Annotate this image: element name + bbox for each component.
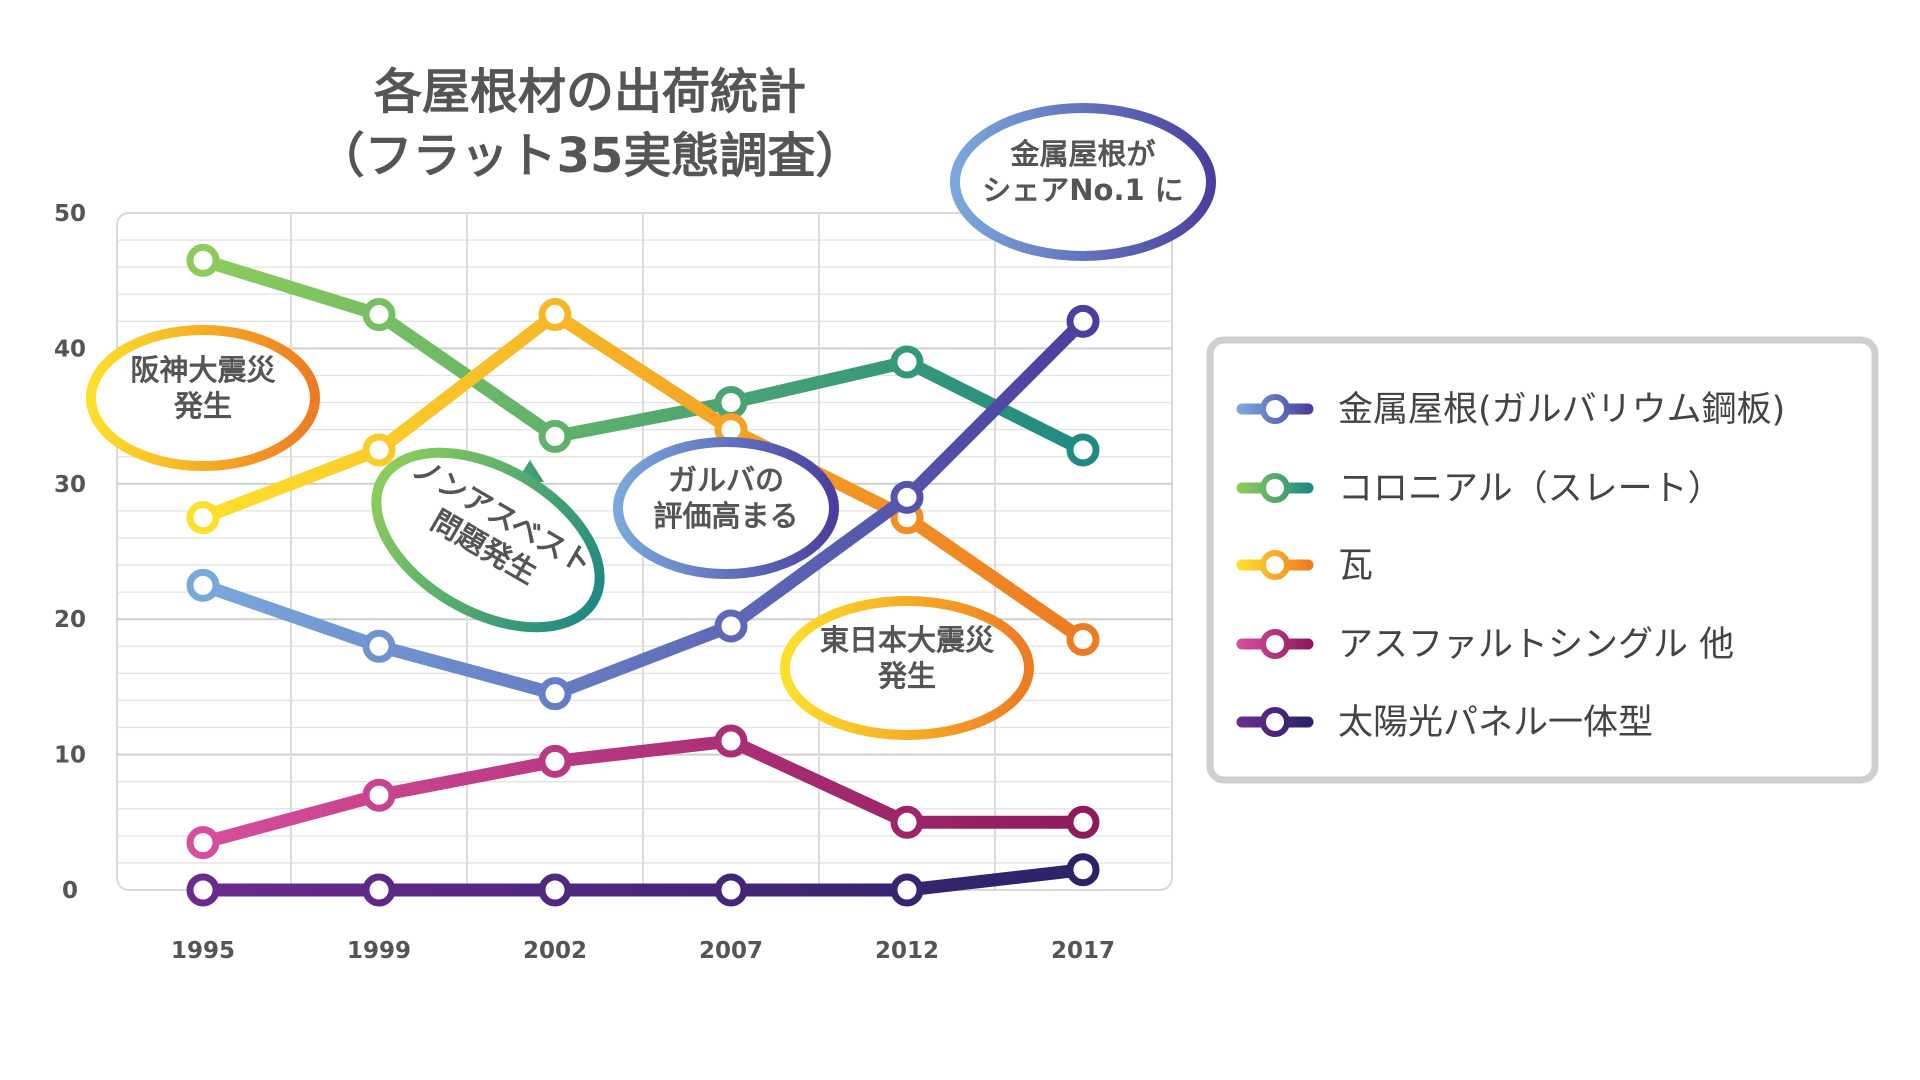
bubble-ellipse (780, 596, 1034, 740)
series-line (196, 314, 1090, 701)
data-point (362, 873, 396, 907)
legend-label: 太陽光パネル一体型 (1338, 703, 1653, 743)
data-point (362, 298, 396, 332)
chart-title-line-1: 各屋根材の出荷統計 (374, 64, 806, 120)
x-tick-label: 2017 (1051, 938, 1115, 964)
y-tick-label: 50 (54, 201, 86, 227)
data-point (890, 805, 924, 839)
legend-label: コロニアル（スレート） (1338, 469, 1723, 509)
legend-item: コロニアル（スレート） (1236, 469, 1723, 509)
chart-title: 各屋根材の出荷統計 （フラット35実態調査） (317, 64, 864, 184)
x-tick-label: 2012 (875, 938, 939, 964)
data-point (1066, 623, 1100, 657)
data-point (714, 873, 748, 907)
x-tick-label: 1999 (347, 938, 411, 964)
legend-label: 金属屋根(ガルバリウム鋼板) (1338, 390, 1785, 430)
bubble-ellipse (86, 325, 320, 471)
y-tick-label: 20 (54, 607, 86, 633)
annotation-text: ガルバの (668, 463, 784, 497)
y-tick-label: 30 (54, 472, 86, 498)
x-tick-label: 2002 (523, 938, 587, 964)
annotation-text: 発生 (173, 389, 232, 423)
x-tick-label: 2007 (699, 938, 763, 964)
annotation-bubbles: 阪神大震災発生ノンアスベスト問題発生ガルバの評価高まる東日本大震災発生金属屋根が… (86, 103, 1216, 740)
data-point (890, 873, 924, 907)
annotation-text: 発生 (877, 659, 936, 693)
data-point (890, 345, 924, 379)
x-tick-label: 1995 (171, 938, 235, 964)
data-point (1066, 433, 1100, 467)
data-point (186, 501, 220, 535)
legend-item: 瓦 (1236, 546, 1373, 586)
data-point (538, 744, 572, 778)
series-line (196, 863, 1090, 897)
data-point (538, 873, 572, 907)
bubble-ellipse (613, 437, 839, 579)
data-point (186, 243, 220, 277)
bubble-ellipse (950, 103, 1216, 261)
data-point (362, 778, 396, 812)
data-point (714, 386, 748, 420)
legend-box (1206, 336, 1879, 784)
data-point (362, 433, 396, 467)
bubble-ellipse (371, 447, 605, 633)
legend-label: 瓦 (1338, 546, 1373, 586)
chart-title-line-2: （フラット35実態調査） (317, 128, 864, 184)
legend-swatch-marker (1260, 394, 1290, 424)
data-point (1066, 853, 1100, 887)
data-point (890, 480, 924, 514)
data-point (714, 609, 748, 643)
annotation-text: 評価高まる (653, 499, 798, 533)
annotation-text: 阪神大震災 (130, 353, 276, 387)
series-lines (186, 243, 1100, 907)
series-line (196, 734, 1090, 850)
annotation-text: シェアNo.1 に (982, 173, 1184, 207)
data-point (186, 873, 220, 907)
data-point (1066, 304, 1100, 338)
legend-label: アスファルトシングル 他 (1338, 625, 1734, 665)
legend-item: 太陽光パネル一体型 (1236, 703, 1653, 743)
data-point (186, 568, 220, 602)
legend-swatch-marker (1260, 629, 1290, 659)
series-line (196, 308, 1090, 647)
legend-swatch-marker (1260, 707, 1290, 737)
legend-item: アスファルトシングル 他 (1236, 625, 1734, 665)
data-point (1066, 805, 1100, 839)
data-point (362, 629, 396, 663)
y-tick-label: 40 (54, 336, 86, 362)
data-point (538, 419, 572, 453)
data-point (714, 724, 748, 758)
annotation-text: 東日本大震災 (820, 623, 995, 657)
y-tick-label: 0 (62, 878, 78, 904)
x-axis-ticks: 1995 1999 2002 2007 2012 2017 (171, 938, 1115, 964)
data-point (538, 298, 572, 332)
legend-swatch-marker (1260, 550, 1290, 580)
y-axis-ticks: 0 10 20 30 40 50 (54, 201, 86, 904)
legend-item: 金属屋根(ガルバリウム鋼板) (1236, 390, 1785, 430)
series-line (196, 253, 1090, 457)
y-tick-label: 10 (54, 743, 86, 769)
legend-swatch-marker (1260, 473, 1290, 503)
data-point (186, 826, 220, 860)
annotation-text: 金属屋根が (1009, 137, 1155, 171)
data-point (538, 677, 572, 711)
